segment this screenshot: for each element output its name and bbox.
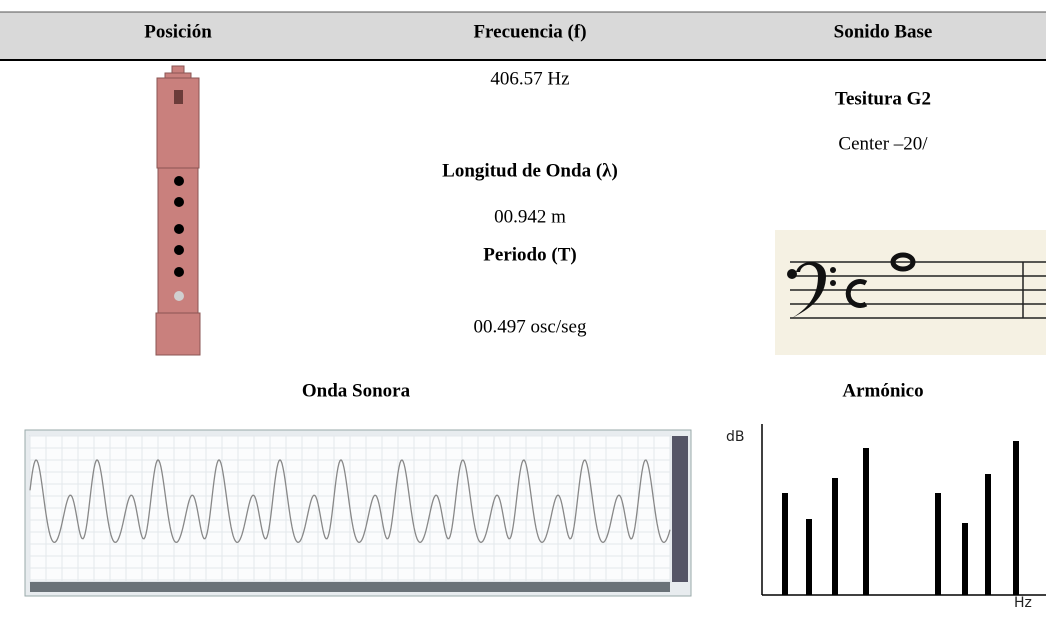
header-cell: Frecuencia (f) <box>473 21 586 42</box>
flute-illustration <box>155 65 201 356</box>
center-note: Center –20/ <box>838 133 928 154</box>
header-background <box>0 12 1046 60</box>
harmonic-title: Armónico <box>842 380 923 401</box>
header-cell: Sonido Base <box>834 21 933 42</box>
wavelength-value: 00.942 m <box>494 206 566 227</box>
frequency-value: 406.57 Hz <box>490 68 569 89</box>
tessitura: Tesitura G2 <box>835 88 931 109</box>
wavelength-label: Longitud de Onda (λ) <box>442 160 618 181</box>
waveform <box>29 459 671 544</box>
staff-illustration <box>775 230 1046 355</box>
waveform-illustration <box>24 429 692 597</box>
harmonic-illustration <box>761 424 1046 596</box>
period-value: 00.497 osc/seg <box>474 316 587 337</box>
harmonic-y-label: dB <box>726 429 745 445</box>
harmonic-x-label: Hz <box>1014 595 1032 611</box>
period-label: Periodo (T) <box>483 244 576 265</box>
wave-title: Onda Sonora <box>302 380 411 401</box>
header-cell: Posición <box>144 21 212 42</box>
